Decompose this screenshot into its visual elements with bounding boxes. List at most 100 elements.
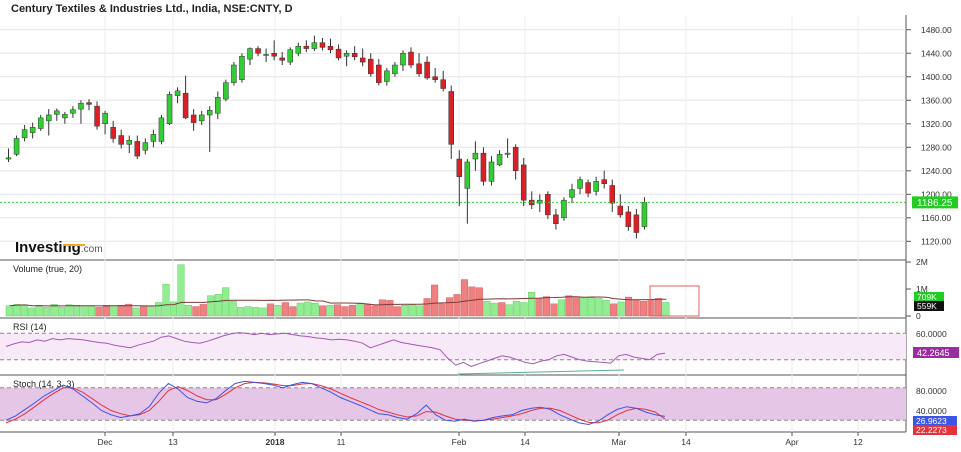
volume-bar xyxy=(334,304,342,317)
volume-bar xyxy=(386,300,394,317)
candle-body xyxy=(376,64,382,83)
volume-bar xyxy=(222,287,230,317)
volume-bar xyxy=(140,306,148,317)
candle-body xyxy=(593,181,599,192)
time-axis-label: Feb xyxy=(452,437,467,447)
volume-bar xyxy=(587,297,595,317)
price-tick-label: 1280.00 xyxy=(921,142,952,152)
investing-logo-suffix: .com xyxy=(81,244,103,255)
candle-body xyxy=(512,147,519,172)
volume-bar xyxy=(632,299,640,317)
candle-body xyxy=(577,179,583,189)
stoch-title: Stoch (14, 3, 3) xyxy=(13,379,75,389)
candle-body xyxy=(496,154,503,166)
volume-highlight-box xyxy=(649,285,700,317)
candle-body xyxy=(343,53,350,57)
volume-bar xyxy=(438,303,446,317)
stoch-d-badge xyxy=(913,425,957,435)
time-axis-label: 14 xyxy=(520,437,530,447)
time-axis-label: Dec xyxy=(97,437,113,447)
time-axis-label: 13 xyxy=(168,437,178,447)
candle-body xyxy=(190,114,197,123)
candle-body xyxy=(384,70,390,82)
volume-bar xyxy=(304,301,312,317)
volume-bar xyxy=(483,300,491,317)
volume-badge-559k xyxy=(914,301,944,311)
volume-bar xyxy=(5,305,13,317)
candle-body xyxy=(440,79,446,89)
candle-body xyxy=(504,152,511,155)
candle-body xyxy=(142,142,149,151)
candle-body xyxy=(134,141,141,157)
stoch-tick-40: 40.0000 xyxy=(916,406,947,416)
candle-body xyxy=(86,102,92,105)
stoch-k-line xyxy=(5,380,666,426)
candle-body xyxy=(617,205,624,216)
volume-tick-label: 1M xyxy=(916,284,928,294)
volume-bar xyxy=(535,298,543,317)
volume-bar xyxy=(326,305,334,317)
time-axis-label: 12 xyxy=(853,437,863,447)
candle-body xyxy=(78,102,84,110)
volume-bar xyxy=(378,299,386,317)
candle-body xyxy=(223,82,229,100)
volume-bar xyxy=(341,306,349,317)
volume-bar xyxy=(28,307,36,317)
candle-body xyxy=(126,139,132,145)
candle-body xyxy=(198,114,205,122)
candle-body xyxy=(537,199,543,204)
volume-bar xyxy=(192,306,200,317)
candle-body xyxy=(561,199,567,219)
volume-bar xyxy=(542,296,551,317)
candle-body xyxy=(601,179,607,184)
volume-badge-709k xyxy=(914,292,944,302)
investing-logo-brand: Investing xyxy=(15,239,81,256)
volume-bar xyxy=(468,286,476,317)
volume-bar xyxy=(416,305,424,317)
candle-body xyxy=(29,127,36,133)
candle-body xyxy=(118,135,124,145)
candle-body xyxy=(37,117,44,129)
volume-bar xyxy=(177,264,185,317)
volume-bar xyxy=(117,305,125,317)
volume-bar xyxy=(520,302,528,317)
volume-bar xyxy=(244,306,252,317)
volume-bar xyxy=(169,301,177,317)
candle-body xyxy=(609,185,615,204)
price-tick-label: 1320.00 xyxy=(921,119,952,129)
candle-body xyxy=(21,129,28,139)
volume-title: Volume (true, 20) xyxy=(13,264,82,274)
price-tick-label: 1120.00 xyxy=(921,236,951,246)
rsi-title: RSI (14) xyxy=(13,322,47,332)
volume-bar xyxy=(289,306,297,317)
volume-bar xyxy=(565,295,573,317)
candle-body xyxy=(215,97,221,114)
time-axis-label: Mar xyxy=(612,437,627,447)
volume-bar-series xyxy=(5,264,670,317)
candle-body xyxy=(110,127,116,139)
candle-body xyxy=(295,45,302,54)
volume-bar xyxy=(572,297,580,317)
volume-bar xyxy=(460,279,468,317)
candle-body xyxy=(545,194,551,216)
volume-bar xyxy=(431,284,439,317)
volume-bar xyxy=(184,305,192,317)
volume-bar xyxy=(595,298,603,317)
volume-bar xyxy=(199,304,207,317)
volume-bar xyxy=(95,307,103,317)
volume-bar xyxy=(110,305,118,317)
time-grid xyxy=(104,15,859,432)
candle-body xyxy=(5,157,12,160)
time-axis-label: Apr xyxy=(785,437,798,447)
price-tick-label: 1400.00 xyxy=(921,72,952,82)
volume-bar xyxy=(356,302,364,317)
volume-bar xyxy=(319,305,327,317)
candle-body xyxy=(182,92,189,119)
candle-body xyxy=(472,152,479,160)
volume-axis-ticks: 2M 1M 0 xyxy=(906,257,928,321)
candle-body xyxy=(207,110,213,116)
volume-bar xyxy=(13,304,21,317)
candlestick-series xyxy=(5,35,648,239)
volume-bar xyxy=(207,295,215,317)
volume-bar xyxy=(266,303,274,317)
